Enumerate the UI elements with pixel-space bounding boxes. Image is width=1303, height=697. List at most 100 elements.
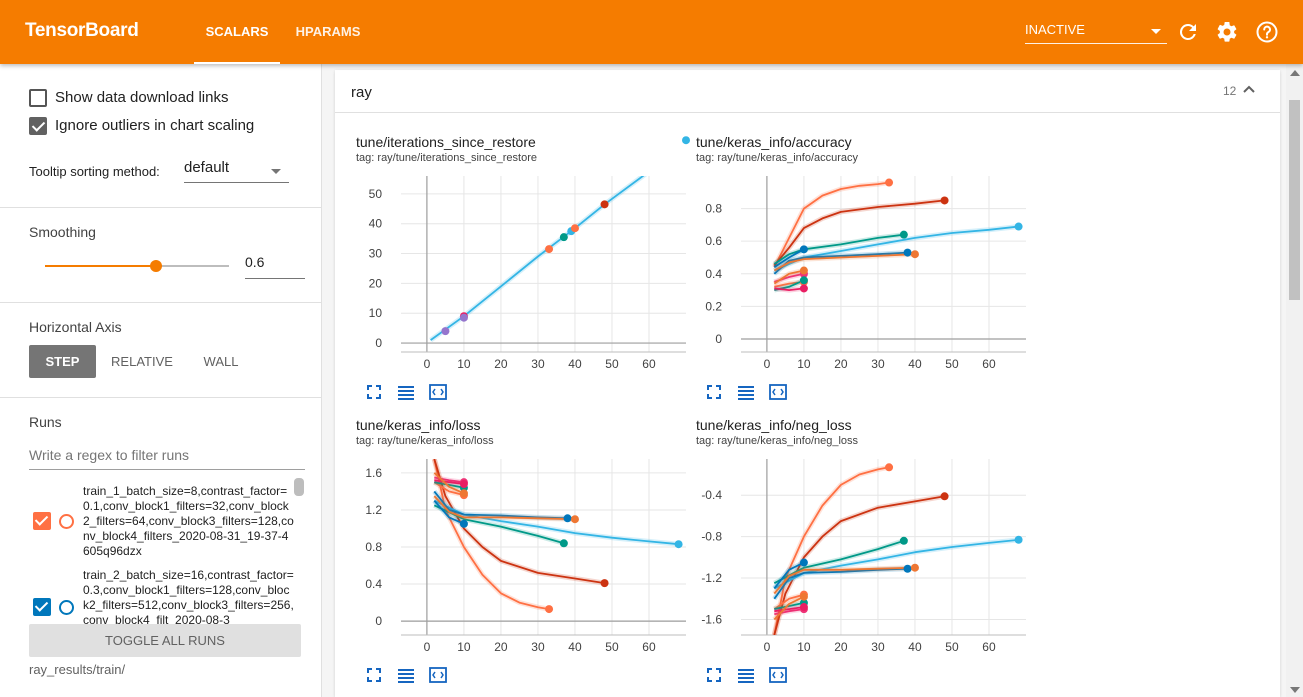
toggle-y-log-icon[interactable] xyxy=(396,665,416,685)
smoothing-slider-fill xyxy=(45,265,156,267)
scroll-up-arrow-icon[interactable] xyxy=(1290,70,1300,76)
scroll-down-arrow-icon[interactable] xyxy=(1290,687,1300,693)
y-tick-label: 30 xyxy=(369,247,383,261)
runs-filter-input[interactable]: Write a regex to filter runs xyxy=(29,442,305,470)
y-tick-label: 0 xyxy=(375,614,382,628)
series-end-marker xyxy=(563,514,572,523)
series-end-marker xyxy=(459,489,468,498)
checkbox-box[interactable] xyxy=(29,89,47,107)
y-tick-label: 0.8 xyxy=(365,540,382,554)
chart-plot[interactable]: 0 10 20 30 40 50 60 0 10 20 30 40 50 xyxy=(356,136,690,380)
x-tick-label: 50 xyxy=(605,640,619,654)
series-line xyxy=(434,481,465,489)
toggle-all-runs-button[interactable]: TOGGLE ALL RUNS xyxy=(29,624,301,657)
help-icon[interactable] xyxy=(1255,20,1279,44)
x-tick-label: 60 xyxy=(642,640,656,654)
inactive-plugins-select[interactable]: INACTIVE xyxy=(1025,20,1167,44)
x-tick-label: 30 xyxy=(531,640,545,654)
page-scrollbar-thumb[interactable] xyxy=(1289,100,1300,300)
tooltip-sorting-value: default xyxy=(184,159,230,176)
x-tick-label: 10 xyxy=(457,357,471,371)
chart-title: tune/iterations_since_restore xyxy=(356,134,536,150)
data-point-marker xyxy=(570,224,579,233)
x-tick-label: 20 xyxy=(494,357,508,371)
chart-title: tune/keras_info/neg_loss xyxy=(696,417,852,433)
checkbox-checked[interactable] xyxy=(29,117,47,135)
x-tick-label: 50 xyxy=(945,640,959,654)
series-end-marker xyxy=(799,558,808,567)
y-tick-label: 0.2 xyxy=(705,299,722,313)
fullscreen-icon[interactable] xyxy=(364,382,384,402)
series-line xyxy=(773,233,905,265)
series-end-marker xyxy=(940,196,949,205)
data-point-marker xyxy=(459,313,468,322)
fit-domain-icon[interactable] xyxy=(428,382,448,402)
run-radio[interactable] xyxy=(59,600,74,615)
chart-tag: tag: ray/tune/keras_info/neg_loss xyxy=(696,435,859,447)
data-point-marker xyxy=(441,327,450,336)
series-end-marker xyxy=(799,603,808,612)
y-tick-label: -0.8 xyxy=(701,530,722,544)
series-end-marker xyxy=(459,480,468,489)
smoothing-input[interactable]: 0.6 xyxy=(245,254,305,279)
series-line xyxy=(773,199,945,267)
run-item[interactable]: train_1_batch_size=8,contrast_factor=0.1… xyxy=(33,484,298,560)
refresh-icon[interactable] xyxy=(1176,20,1200,44)
chart-card: tune/keras_info/loss tag: ray/tune/keras… xyxy=(356,417,686,697)
chart-title: tune/keras_info/accuracy xyxy=(696,134,852,150)
fullscreen-icon[interactable] xyxy=(364,665,384,685)
chart-series xyxy=(429,176,648,343)
tab-hparams[interactable]: HPARAMS xyxy=(295,24,361,39)
series-line xyxy=(774,606,805,613)
axis-wall-button[interactable]: WALL xyxy=(203,354,239,369)
run-radio[interactable] xyxy=(59,514,74,529)
x-tick-label: 0 xyxy=(424,640,431,654)
series-end-marker xyxy=(885,463,894,472)
fullscreen-icon[interactable] xyxy=(704,665,724,685)
page-scrollbar[interactable] xyxy=(1286,64,1303,697)
fit-domain-icon[interactable] xyxy=(428,665,448,685)
fit-domain-icon[interactable] xyxy=(768,382,788,402)
series-line xyxy=(773,248,805,269)
runs-scrollbar-thumb[interactable] xyxy=(294,478,304,496)
fullscreen-icon[interactable] xyxy=(704,382,724,402)
run-directory: ray_results/train/ xyxy=(29,662,126,677)
data-point-marker xyxy=(559,233,568,242)
chevron-up-icon[interactable] xyxy=(1242,82,1256,96)
chart-plot[interactable]: 0 10 20 30 40 50 60 0 0.2 0.4 0.6 0.8 xyxy=(696,170,1026,380)
series-end-marker xyxy=(674,540,683,549)
tag-group-count: 12 xyxy=(1223,84,1237,98)
chart-series xyxy=(772,180,1019,293)
x-tick-label: 40 xyxy=(908,640,922,654)
series-line xyxy=(773,181,890,268)
series-line xyxy=(773,253,916,272)
toggle-y-log-icon[interactable] xyxy=(396,382,416,402)
chart-plot[interactable]: 0 10 20 30 40 50 60 0 0.4 0.8 1.2 1.6 xyxy=(356,453,686,663)
y-tick-label: 0.4 xyxy=(365,577,382,591)
fit-domain-icon[interactable] xyxy=(768,665,788,685)
series-line xyxy=(773,593,805,610)
tag-group-header[interactable]: ray 12 xyxy=(335,70,1280,113)
tab-scalars[interactable]: SCALARS xyxy=(194,0,280,64)
series-line xyxy=(433,472,465,495)
chart-plot[interactable]: 0 10 20 30 40 50 60 -1.6 -1.2 -0.8 -0.4 xyxy=(696,453,1026,663)
run-checkbox[interactable] xyxy=(33,598,51,616)
smoothing-section: Smoothing xyxy=(0,208,322,303)
run-checkbox[interactable] xyxy=(33,512,51,530)
axis-step-button[interactable]: STEP xyxy=(29,345,96,378)
series-line xyxy=(774,602,805,610)
x-tick-label: 40 xyxy=(908,357,922,371)
y-tick-label: 0.6 xyxy=(705,234,722,248)
y-tick-label: 0 xyxy=(375,336,382,350)
toggle-y-log-icon[interactable] xyxy=(736,665,756,685)
tooltip-sorting-select[interactable]: default xyxy=(184,159,289,183)
smoothing-slider-thumb[interactable] xyxy=(150,260,162,272)
settings-icon[interactable] xyxy=(1215,20,1239,44)
axis-relative-button[interactable]: RELATIVE xyxy=(111,354,173,369)
series-end-marker xyxy=(559,539,568,548)
chart-tag: tag: ray/tune/iterations_since_restore xyxy=(356,152,537,164)
series-end-marker xyxy=(903,248,912,257)
x-tick-label: 60 xyxy=(982,357,996,371)
toggle-y-log-icon[interactable] xyxy=(736,382,756,402)
run-item[interactable]: train_2_batch_size=16,contrast_factor=0.… xyxy=(33,568,298,624)
